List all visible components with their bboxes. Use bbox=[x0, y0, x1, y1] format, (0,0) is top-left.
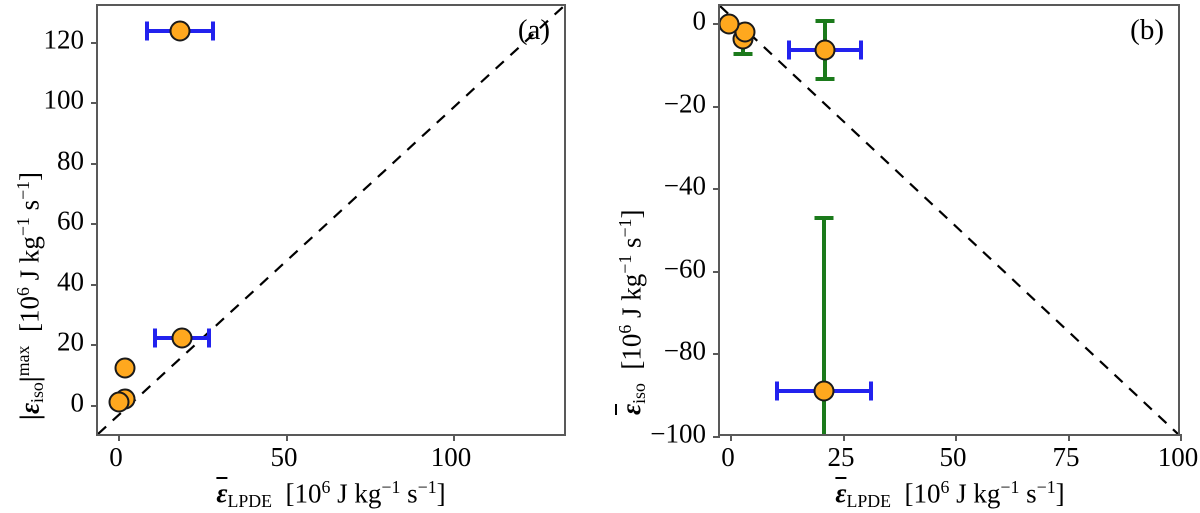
panel-b-ytick bbox=[713, 23, 720, 25]
panel-b-x-axis-title: εLPDE [106 J kg−1 s−1] bbox=[835, 477, 1065, 511]
panel-a: |εiso|max [106 J kg−1 s−1] bbox=[13, 4, 566, 511]
panel-b-yticklabel: −80 bbox=[663, 335, 706, 366]
panel-b-xticklabel: 75 bbox=[1052, 442, 1080, 472]
data-point bbox=[720, 13, 740, 35]
panel-b-xerr-cap-right bbox=[859, 40, 863, 60]
panel-b-yerr-cap-bottom bbox=[815, 77, 835, 81]
panel-b-yerr-cap-top bbox=[814, 216, 834, 220]
panel-a-xtick bbox=[118, 434, 120, 441]
panel-b-xerr-cap-left bbox=[775, 381, 779, 401]
panel-a-ytick bbox=[91, 102, 98, 104]
data-point bbox=[813, 380, 835, 402]
panel-b-xtick bbox=[1180, 434, 1182, 441]
panel-a-yticklabel: 80 bbox=[57, 145, 84, 176]
panel-a-ytick bbox=[91, 42, 98, 44]
panel-a-ytick bbox=[91, 284, 98, 286]
panel-a-xtick bbox=[286, 434, 288, 441]
panel-a-xticklabel: 50 bbox=[270, 442, 298, 472]
panel-a-reference-line bbox=[98, 6, 564, 434]
panel-b-yticklabel: −20 bbox=[663, 88, 706, 119]
panel-b-ytick bbox=[713, 436, 720, 438]
panel-b-yerr-bar bbox=[822, 218, 826, 434]
panel-a-xerr-cap-right bbox=[211, 21, 215, 41]
panel-b-xerr-cap-right bbox=[869, 381, 873, 401]
panel-a-label: (a) bbox=[517, 14, 550, 46]
panel-b-xtick bbox=[955, 434, 957, 441]
data-point bbox=[169, 20, 191, 42]
panel-a-xerr-cap-right bbox=[207, 328, 211, 348]
panel-b-yticklabel: −40 bbox=[663, 170, 706, 201]
panel-b-yerr-cap-bottom bbox=[733, 52, 753, 56]
panel-a-x-axis-title: εLPDE [106 J kg−1 s−1] bbox=[216, 477, 446, 511]
panel-b-xtick bbox=[1068, 434, 1070, 441]
data-point bbox=[108, 391, 130, 413]
panel-a-ytick bbox=[91, 163, 98, 165]
panel-b-yticklabel: −100 bbox=[650, 418, 706, 449]
panel-a-ytick bbox=[91, 344, 98, 346]
panel-b-reference-line bbox=[720, 6, 1178, 434]
panel-b-ytick bbox=[713, 188, 720, 190]
panel-b-xtick bbox=[843, 434, 845, 441]
panel-b-yticklabel: −60 bbox=[663, 253, 706, 284]
panel-b-ytick bbox=[713, 353, 720, 355]
panel-b-ytick bbox=[713, 271, 720, 273]
panel-b-xticklabel: 50 bbox=[939, 442, 967, 472]
panel-b-yerr-cap-top bbox=[815, 19, 835, 23]
panel-a-yticklabel: 60 bbox=[57, 205, 84, 236]
panel-b-ytick bbox=[713, 106, 720, 108]
data-point bbox=[814, 39, 836, 61]
panel-a-xerr-cap-left bbox=[145, 21, 149, 41]
panel-a-yticklabel: 0 bbox=[70, 387, 85, 418]
panel-a-plot-area: (a) bbox=[91, 4, 566, 441]
panel-b-xticklabel: 100 bbox=[1157, 442, 1199, 472]
panel-b-label: (b) bbox=[1130, 14, 1164, 46]
panel-a-xticklabel: 0 bbox=[109, 442, 123, 472]
panel-a-yticklabel: 20 bbox=[57, 326, 84, 357]
data-point bbox=[171, 327, 193, 349]
panel-a-ytick bbox=[91, 223, 98, 225]
panel-b-yticklabel: 0 bbox=[692, 5, 707, 36]
panel-a-yticklabel: 120 bbox=[43, 24, 85, 55]
panel-b-plot-area: (b) bbox=[713, 4, 1182, 441]
panel-b-xticklabel: 0 bbox=[721, 442, 735, 472]
panel-a-ytick bbox=[91, 405, 98, 407]
panel-a-yticklabel: 100 bbox=[43, 84, 85, 115]
data-point bbox=[114, 357, 136, 379]
panel-a-xtick bbox=[453, 434, 455, 441]
panel-a-yticklabel: 40 bbox=[57, 266, 84, 297]
panel-a-xticklabel: 100 bbox=[430, 442, 472, 472]
panel-b-xticklabel: 25 bbox=[827, 442, 855, 472]
panel-a-xerr-cap-left bbox=[153, 328, 157, 348]
panel-b-xerr-cap-left bbox=[787, 40, 791, 60]
panel-b: εiso [106 J kg−1 s−1] bbox=[600, 0, 1200, 513]
panel-b-xtick bbox=[730, 434, 732, 441]
